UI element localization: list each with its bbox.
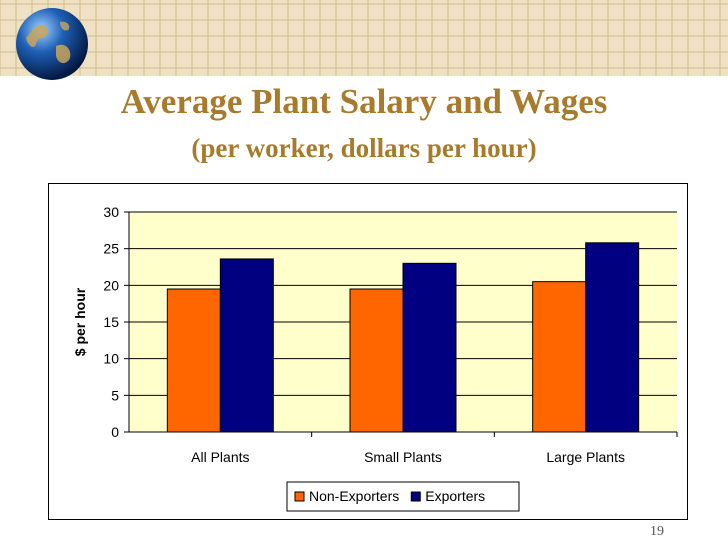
bar <box>402 262 457 433</box>
legend-swatch <box>410 491 421 502</box>
page-subtitle: (per worker, dollars per hour) <box>191 133 537 163</box>
globe-icon <box>16 8 88 80</box>
bar <box>349 288 404 433</box>
y-axis-label: $ per hour <box>72 287 88 356</box>
y-tick-label: 0 <box>111 424 119 440</box>
y-tick-label: 10 <box>103 351 119 367</box>
legend-swatch <box>294 491 305 502</box>
header-grid-pattern <box>0 0 728 76</box>
y-tick-label: 20 <box>103 277 119 293</box>
bar <box>219 258 274 433</box>
y-tick-label: 25 <box>103 241 119 257</box>
x-tick-label: Large Plants <box>546 449 625 465</box>
legend-label: Non-Exporters <box>309 488 399 504</box>
x-tick-label: Small Plants <box>364 449 442 465</box>
header-decoration <box>0 0 728 76</box>
legend-label: Exporters <box>425 488 485 504</box>
bar <box>585 242 640 433</box>
bar-chart: 0 5 10 15 20 25 30 $ per hour All Plants Small Pl… <box>72 204 678 512</box>
y-tick-label: 5 <box>111 387 119 403</box>
page-title: Average Plant Salary and Wages <box>120 82 608 121</box>
bar <box>532 281 587 433</box>
x-tick-label: All Plants <box>191 449 249 465</box>
legend <box>286 481 520 512</box>
y-tick-label: 30 <box>103 204 119 220</box>
chart-frame: 0 5 10 15 20 25 30 $ per hour All Plants Small Pl… <box>48 183 688 520</box>
bar <box>166 288 221 433</box>
page-number: 19 <box>650 524 664 539</box>
y-tick-label: 15 <box>103 314 119 330</box>
